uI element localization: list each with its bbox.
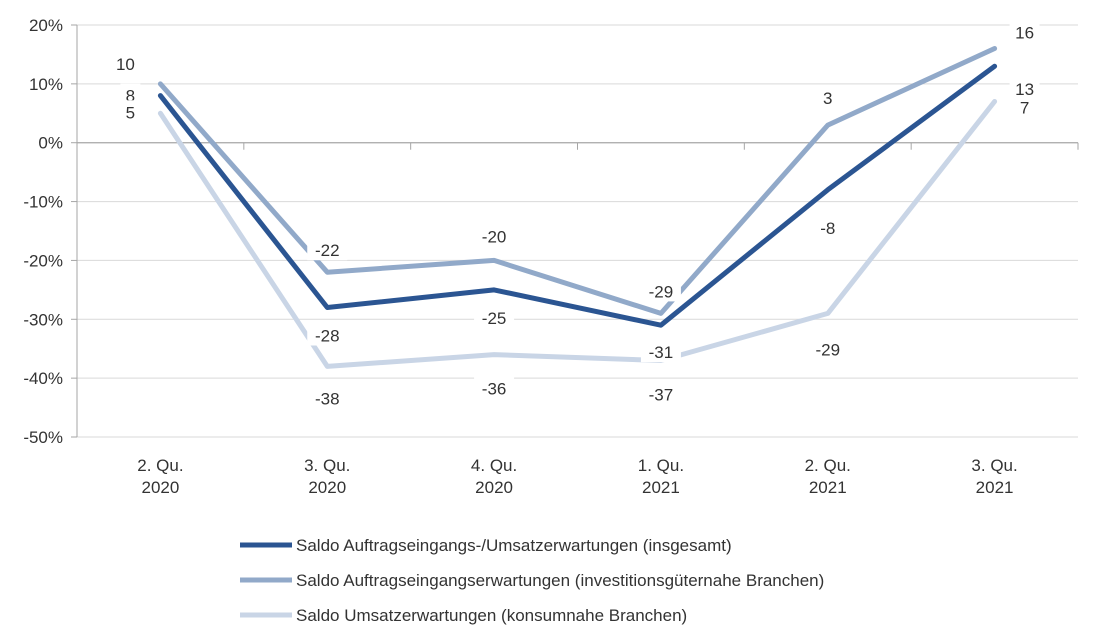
gridlines: [77, 24, 1078, 438]
data-label-bg: [120, 100, 141, 123]
data-label: 8: [126, 87, 135, 106]
y-tick-label: -20%: [23, 251, 63, 270]
series-line: [157, 46, 998, 316]
series-line: [157, 99, 998, 369]
data-label-bg: [640, 279, 681, 302]
data-label: 3: [823, 89, 832, 108]
series-lines: [157, 46, 998, 369]
data-label: -36: [482, 380, 507, 399]
data-label-bg: [807, 337, 848, 360]
legend-label: Saldo Auftragseingangserwartungen (inves…: [296, 571, 824, 590]
data-label-bg: [1009, 77, 1040, 100]
data-label: -31: [649, 343, 674, 362]
data-label-bg: [474, 376, 515, 399]
y-tick-label: -50%: [23, 428, 63, 447]
data-label-bg: [817, 86, 838, 109]
data-label-bg: [120, 83, 141, 106]
data-label: -38: [315, 389, 340, 408]
data-label-bg: [307, 386, 348, 409]
legend-label: Saldo Umsatzerwartungen (konsumnahe Bran…: [296, 606, 687, 625]
axes: 20% 10% 0% -10% -20% -30% -40% -50% 2. Qu. 2020 3.…: [23, 16, 1079, 497]
data-label: -22: [315, 241, 340, 260]
legend: Saldo Auftragseingangs-/Umsatzerwartunge…: [240, 536, 824, 625]
data-label-bg: [474, 224, 515, 247]
data-label-bg: [1009, 20, 1040, 43]
data-label: -8: [820, 219, 835, 238]
x-tick-label: 3. Qu. 2020: [304, 456, 350, 497]
data-label-bg: [110, 51, 141, 74]
x-tick-label: 1. Qu. 2021: [638, 456, 684, 497]
y-tick-label: -30%: [23, 310, 63, 329]
legend-label: Saldo Auftragseingangs-/Umsatzerwartunge…: [296, 536, 732, 555]
data-label: -20: [482, 227, 507, 246]
data-label-bg: [307, 323, 348, 346]
data-label: -37: [649, 385, 674, 404]
y-tick-label: 20%: [29, 16, 63, 35]
data-label-bg: [307, 238, 348, 261]
data-label: -29: [815, 340, 840, 359]
series-line: [157, 63, 998, 328]
y-tick-label: -10%: [23, 193, 63, 212]
data-label: -25: [482, 309, 507, 328]
data-label-bg: [640, 340, 681, 363]
y-tick-label: 0%: [38, 134, 63, 153]
data-label-bg: [812, 215, 843, 238]
x-tick-label: 2. Qu. 2020: [137, 456, 183, 497]
data-label: -29: [649, 282, 674, 301]
data-label: 10: [116, 55, 135, 74]
data-label-bg: [640, 382, 681, 405]
y-tick-label: 10%: [29, 75, 63, 94]
data-labels: 8 -28 -25 -31 -8 13 10 -22 -20 -29 3 16 5 -38 -36 -37 -2…: [110, 20, 1040, 409]
x-tick-label: 2. Qu. 2021: [805, 456, 851, 497]
data-label: 13: [1015, 80, 1034, 99]
x-tick-label: 4. Qu. 2020: [471, 456, 517, 497]
y-tick-label: -40%: [23, 369, 63, 388]
data-label: 16: [1015, 24, 1034, 43]
data-label-bg: [1014, 95, 1035, 118]
data-label: 7: [1020, 99, 1029, 118]
data-label: -28: [315, 327, 340, 346]
data-label: 5: [126, 103, 135, 122]
x-tick-label: 3. Qu. 2021: [971, 456, 1017, 497]
data-label-bg: [474, 305, 515, 328]
